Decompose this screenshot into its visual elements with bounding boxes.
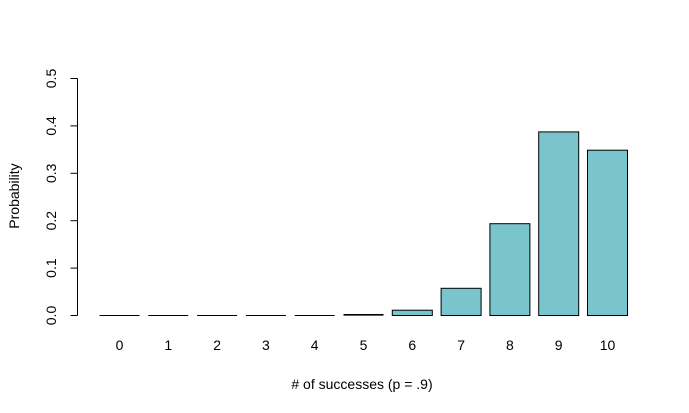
x-tick-label: 2: [213, 337, 221, 353]
x-tick-label: 1: [164, 337, 172, 353]
y-tick-label: 0.1: [43, 258, 59, 278]
bar-10: [587, 149, 628, 316]
bar-9: [538, 131, 580, 316]
x-tick-label: 10: [600, 337, 616, 353]
bar-7: [440, 287, 482, 316]
x-axis-title: # of successes (p = .9): [291, 376, 432, 392]
y-tick-label: 0.2: [43, 211, 59, 231]
bar-6: [391, 309, 433, 317]
x-tick-label: 5: [360, 337, 368, 353]
y-axis-title: Probability: [6, 163, 22, 228]
x-tick-labels: 0 1 2 3 4 5 6 7 8 9 10: [116, 337, 616, 353]
y-tick-label: 0.0: [43, 306, 59, 326]
y-tick-label: 0.4: [43, 116, 59, 136]
x-tick-label: 9: [555, 337, 563, 353]
x-tick-label: 7: [457, 337, 465, 353]
x-tick-label: 6: [408, 337, 416, 353]
y-tick-label: 0.5: [43, 69, 59, 89]
y-axis: 0.0 0.1 0.2 0.3 0.4 0.5: [43, 69, 78, 326]
bars: [99, 131, 628, 317]
x-tick-label: 0: [116, 337, 124, 353]
x-tick-label: 4: [311, 337, 319, 353]
x-tick-label: 8: [506, 337, 514, 353]
x-tick-label: 3: [262, 337, 270, 353]
bar-8: [489, 223, 531, 316]
y-tick-label: 0.3: [43, 163, 59, 183]
